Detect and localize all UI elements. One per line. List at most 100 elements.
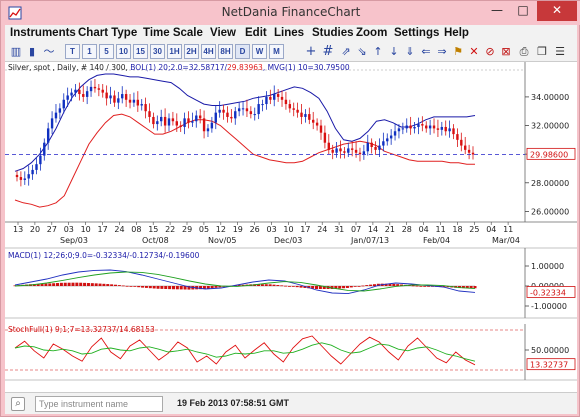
x-tick-label: 17 [300,225,310,234]
x-tick-label: 10 [283,225,293,234]
interval-t-button[interactable]: T [65,44,80,59]
arrow-down-icon[interactable]: ↓ [389,45,399,58]
interval-5-button[interactable]: 5 [99,44,114,59]
menu-edit[interactable]: Edit [245,27,267,39]
candle-body [54,112,58,119]
interval-2h-button[interactable]: 2H [184,44,199,59]
delete-icon[interactable]: ✕ [469,45,479,58]
crosshair-icon[interactable]: + [305,44,317,59]
candle-body [171,118,175,122]
macd-bar [75,282,79,286]
print-icon[interactable]: ⎙ [519,45,529,58]
candle-body [335,148,338,153]
candle-body [70,92,73,96]
candle-body [226,112,229,117]
maximize-button[interactable]: □ [517,3,529,17]
macd-bar [284,285,288,287]
lower-band-line [14,113,475,208]
chart-area[interactable]: Silver, spot , Daily, # 140 / 300, BOL(1… [5,62,577,392]
candle-body [389,135,393,139]
menu-time-scale[interactable]: Time Scale [143,27,203,39]
macd-bar [287,286,291,287]
instrument-search-input[interactable] [35,396,163,412]
menu-bar: Instruments Chart Type Time Scale View E… [5,25,577,43]
menu-help[interactable]: Help [444,27,469,39]
x-tick-label: 17 [98,225,108,234]
candle-body [78,89,81,95]
candle-body [456,134,459,140]
ruler-icon[interactable]: ⊘ [485,45,495,58]
clear-icon[interactable]: ⊠ [501,45,511,58]
menu-chart-type[interactable]: Chart Type [78,27,138,39]
candle-body [230,116,233,119]
macd-bar [369,284,373,286]
macd-bar [125,285,129,287]
interval-w-button[interactable]: W [252,44,267,59]
candle-body [19,177,23,180]
menu-lines[interactable]: Lines [274,27,305,39]
candle-body [409,125,412,129]
interval-d-button[interactable]: D [235,44,250,59]
interval-1-button[interactable]: 1 [82,44,97,59]
interval-1h-button[interactable]: 1H [167,44,182,59]
menu-instruments[interactable]: Instruments [10,27,76,39]
menu-settings[interactable]: Settings [394,27,440,39]
candle-body [276,94,280,97]
candle-body [425,125,428,129]
macd-info-text: MACD(1) 12;26;0;9.0=-0.32334/-0.12734/-0… [8,251,200,260]
title-bar[interactable]: NetDania FinanceChart — □ ✕ [1,1,580,25]
macd-bar [469,286,473,289]
macd-bar [71,282,75,286]
interval-10-button[interactable]: 10 [116,44,131,59]
candle-body [89,86,93,92]
candle-body [319,125,323,133]
interval-15-button[interactable]: 15 [133,44,148,59]
minimize-button[interactable]: — [491,3,503,17]
arrow-right-icon[interactable]: ⇒ [437,45,447,58]
line-chart-icon[interactable]: 〜 [43,45,55,58]
candle-body [288,104,292,109]
candle-chart-icon[interactable]: ▮ [28,45,36,58]
grid-icon[interactable]: # [322,44,334,59]
interval-4h-button[interactable]: 4H [201,44,216,59]
candle-body [331,149,334,153]
arrow-sell-icon[interactable]: ⇘ [357,45,367,58]
stoch-lines [14,335,476,366]
macd-bar [372,284,376,286]
y-tick-label: 34.00000 [531,93,569,102]
interval-30-button[interactable]: 30 [150,44,165,59]
main-info-bol-label: BOL(1) 20;2.0= [130,63,188,72]
macd-bar [63,282,67,286]
arrow-up-icon[interactable]: ↑ [373,45,383,58]
macd-bar [218,286,222,288]
macd-bar [322,286,326,289]
x-tick-label: 12 [216,225,226,234]
macd-bar [36,283,40,286]
copy-icon[interactable]: ❐ [537,45,547,58]
candle-body [440,126,444,130]
bar-chart-icon[interactable]: ▥ [10,45,22,58]
interval-8h-button[interactable]: 8H [218,44,233,59]
macd-bar [334,286,338,289]
close-button[interactable]: ✕ [537,1,577,21]
macd-bar [206,286,210,289]
candle-body [354,149,358,153]
properties-icon[interactable]: ☰ [555,45,565,58]
arrow-down-alt-icon[interactable]: ⇓ [405,45,415,58]
search-icon[interactable]: ⌕ [11,397,25,411]
macd-bar [241,284,245,286]
x-tick-label: 14 [368,225,378,234]
flag-icon[interactable]: ⚑ [453,45,463,58]
arrow-left-icon[interactable]: ⇐ [421,45,431,58]
macd-bar [427,286,431,287]
menu-view[interactable]: View [210,27,236,39]
arrow-buy-icon[interactable]: ⇗ [341,45,351,58]
interval-m-button[interactable]: M [269,44,284,59]
chart-canvas[interactable]: Silver, spot , Daily, # 140 / 300, BOL(1… [5,62,577,392]
macd-y-tick-label: -1.00000 [531,302,567,311]
candle-body [50,118,54,129]
menu-studies[interactable]: Studies [312,27,354,39]
main-info-bol-lower: 29.83963 [227,63,263,72]
menu-zoom[interactable]: Zoom [356,27,388,39]
macd-bar [90,283,94,286]
